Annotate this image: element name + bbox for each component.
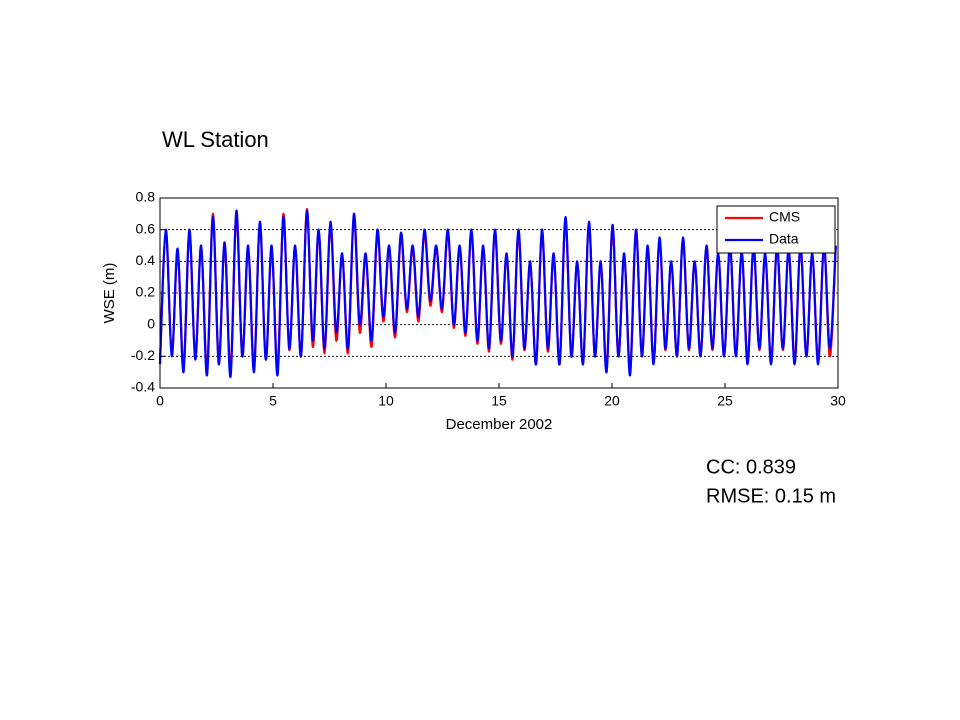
legend-label: CMS: [769, 209, 800, 225]
y-tick-label: -0.4: [131, 379, 155, 395]
x-tick-label: 20: [604, 393, 620, 409]
x-tick-label: 25: [717, 393, 733, 409]
y-tick-label: 0.2: [136, 284, 156, 300]
x-tick-label: 30: [830, 393, 846, 409]
legend-box: [716, 205, 836, 254]
y-tick-label: 0.4: [136, 252, 156, 268]
x-tick-label: 15: [491, 393, 507, 409]
x-tick-label: 5: [269, 393, 277, 409]
y-tick-label: 0: [147, 315, 155, 331]
y-axis-label: WSE (m): [101, 263, 118, 324]
y-tick-label: 0.6: [136, 220, 156, 236]
chart-title: WL Station: [162, 127, 269, 152]
annotation: CC: 0.839: [706, 456, 796, 478]
x-tick-label: 0: [156, 393, 164, 409]
legend: CMS Data: [716, 205, 836, 254]
legend-label: Data: [769, 231, 799, 247]
y-tick-label: -0.2: [131, 347, 155, 363]
plot-frame: [159, 197, 839, 389]
x-axis-label: December 2002: [446, 416, 553, 433]
series-line: [158, 209, 837, 379]
annotation: RMSE: 0.15 m: [706, 485, 836, 507]
y-tick-label: 0.8: [136, 189, 156, 205]
x-tick-label: 10: [378, 393, 394, 409]
